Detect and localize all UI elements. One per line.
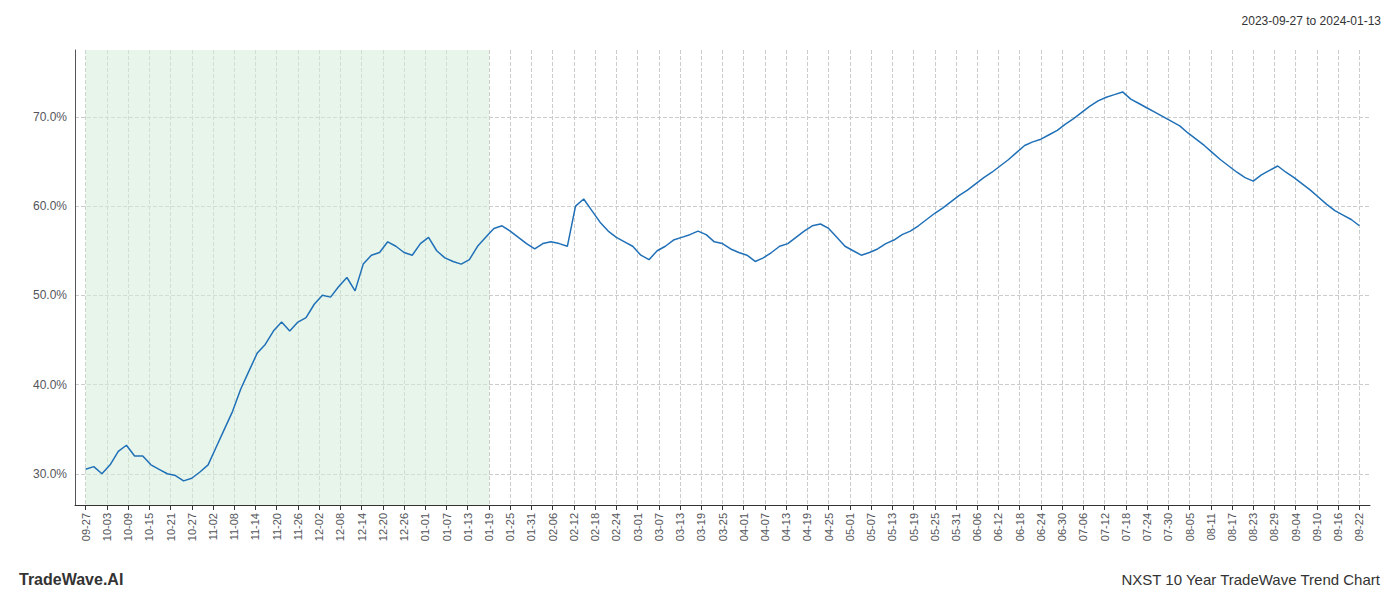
- svg-text:12-20: 12-20: [377, 513, 389, 541]
- svg-text:NXST 10 Year TradeWave Trend C: NXST 10 Year TradeWave Trend Chart: [1121, 571, 1380, 588]
- svg-text:05-07: 05-07: [865, 513, 877, 541]
- svg-text:09-27: 09-27: [80, 513, 92, 541]
- svg-text:01-01: 01-01: [419, 513, 431, 541]
- svg-text:03-07: 03-07: [653, 513, 665, 541]
- svg-text:04-07: 04-07: [759, 513, 771, 541]
- svg-text:10-15: 10-15: [143, 513, 155, 541]
- svg-text:08-23: 08-23: [1247, 513, 1259, 541]
- svg-text:05-13: 05-13: [886, 513, 898, 541]
- svg-text:05-25: 05-25: [929, 513, 941, 541]
- svg-text:08-29: 08-29: [1268, 513, 1280, 541]
- svg-text:02-06: 02-06: [547, 513, 559, 541]
- svg-text:12-08: 12-08: [334, 513, 346, 541]
- svg-text:01-31: 01-31: [525, 513, 537, 541]
- svg-text:11-26: 11-26: [292, 513, 304, 540]
- svg-text:02-12: 02-12: [568, 513, 580, 541]
- svg-text:10-09: 10-09: [122, 513, 134, 541]
- svg-text:11-14: 11-14: [249, 513, 261, 540]
- svg-text:02-18: 02-18: [589, 513, 601, 541]
- svg-text:05-01: 05-01: [844, 513, 856, 541]
- svg-text:03-25: 03-25: [717, 513, 729, 541]
- svg-text:11-02: 11-02: [207, 513, 219, 540]
- svg-text:12-14: 12-14: [356, 513, 368, 541]
- svg-text:01-13: 01-13: [462, 513, 474, 541]
- svg-text:06-12: 06-12: [992, 513, 1004, 541]
- svg-text:60.0%: 60.0%: [33, 199, 67, 213]
- svg-text:04-13: 04-13: [780, 513, 792, 541]
- svg-text:07-24: 07-24: [1141, 513, 1153, 541]
- svg-text:TradeWave.AI: TradeWave.AI: [19, 571, 123, 588]
- svg-text:06-24: 06-24: [1035, 513, 1047, 541]
- svg-text:30.0%: 30.0%: [33, 467, 67, 481]
- svg-text:12-02: 12-02: [313, 513, 325, 541]
- svg-text:11-20: 11-20: [271, 513, 283, 540]
- svg-text:04-25: 04-25: [823, 513, 835, 541]
- svg-text:08-05: 08-05: [1184, 513, 1196, 541]
- svg-text:04-01: 04-01: [738, 513, 750, 541]
- svg-text:07-12: 07-12: [1099, 513, 1111, 541]
- svg-text:40.0%: 40.0%: [33, 378, 67, 392]
- svg-text:09-10: 09-10: [1311, 513, 1323, 541]
- svg-text:70.0%: 70.0%: [33, 110, 67, 124]
- svg-text:03-01: 03-01: [632, 513, 644, 541]
- svg-text:2023-09-27 to 2024-01-13: 2023-09-27 to 2024-01-13: [1242, 14, 1382, 28]
- svg-text:06-30: 06-30: [1056, 513, 1068, 541]
- svg-text:06-06: 06-06: [971, 513, 983, 541]
- svg-text:12-26: 12-26: [398, 513, 410, 541]
- svg-text:10-03: 10-03: [101, 513, 113, 541]
- svg-text:05-19: 05-19: [908, 513, 920, 541]
- svg-text:06-18: 06-18: [1014, 513, 1026, 541]
- svg-text:04-19: 04-19: [801, 513, 813, 541]
- svg-text:11-08: 11-08: [228, 513, 240, 540]
- svg-text:07-18: 07-18: [1120, 513, 1132, 541]
- svg-text:50.0%: 50.0%: [33, 288, 67, 302]
- svg-text:08-17: 08-17: [1226, 513, 1238, 541]
- svg-text:07-06: 07-06: [1077, 513, 1089, 541]
- svg-text:03-19: 03-19: [695, 513, 707, 541]
- svg-text:09-22: 09-22: [1353, 513, 1365, 541]
- svg-text:09-16: 09-16: [1332, 513, 1344, 541]
- svg-text:10-21: 10-21: [165, 513, 177, 541]
- svg-text:02-24: 02-24: [610, 513, 622, 541]
- svg-text:05-31: 05-31: [950, 513, 962, 541]
- svg-text:01-07: 01-07: [441, 513, 453, 541]
- svg-text:08-11: 08-11: [1205, 513, 1217, 540]
- svg-text:10-27: 10-27: [186, 513, 198, 541]
- svg-text:03-13: 03-13: [674, 513, 686, 541]
- svg-text:01-19: 01-19: [483, 513, 495, 541]
- svg-text:07-30: 07-30: [1162, 513, 1174, 541]
- svg-text:09-04: 09-04: [1290, 513, 1302, 541]
- svg-text:01-25: 01-25: [504, 513, 516, 541]
